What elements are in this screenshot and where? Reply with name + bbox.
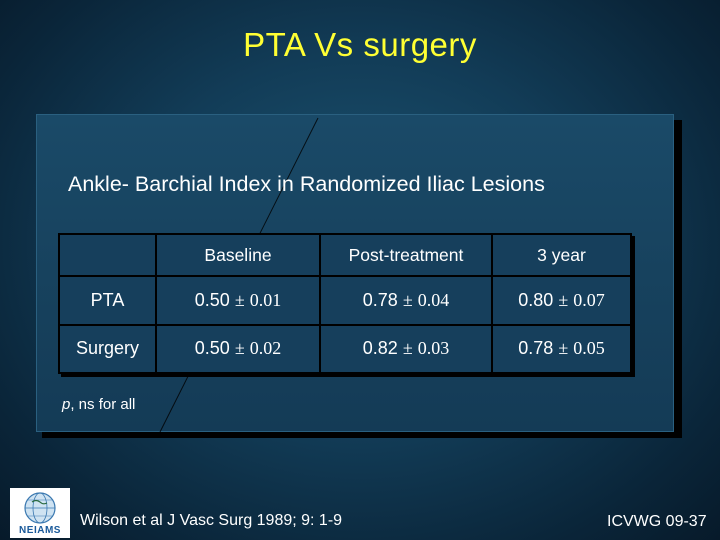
globe-icon	[24, 492, 56, 524]
abi-table: Baseline Post-treatment 3 year PTA 0.50 …	[58, 233, 632, 374]
table-cell: 0.50 ± 0.01	[155, 275, 321, 326]
table-cell: 0.78 ± 0.04	[319, 275, 493, 326]
neiams-logo: NEIAMS	[10, 488, 70, 538]
table-cell: 0.50 ± 0.02	[155, 323, 321, 374]
row-label-pta: PTA	[58, 275, 157, 326]
table-header-row: Baseline Post-treatment 3 year	[58, 233, 632, 277]
significance-note: p, ns for all	[62, 396, 136, 413]
table-cell: 0.78 ± 0.05	[491, 323, 632, 374]
row-label-surgery: Surgery	[58, 323, 157, 374]
table-subtitle: Ankle- Barchial Index in Randomized Ilia…	[68, 172, 545, 196]
citation: Wilson et al J Vasc Surg 1989; 9: 1-9	[80, 512, 343, 529]
table-cell: 0.80 ± 0.07	[491, 275, 632, 326]
table-cell: 0.82 ± 0.03	[319, 323, 493, 374]
table-row: Surgery 0.50 ± 0.02 0.82 ± 0.03 0.78 ± 0…	[58, 323, 632, 374]
header-cell-post-treatment: Post-treatment	[319, 233, 493, 277]
slide-title: PTA Vs surgery	[243, 26, 477, 63]
header-cell-empty	[58, 233, 157, 277]
slide-id: ICVWG 09-37	[607, 513, 707, 530]
header-cell-baseline: Baseline	[155, 233, 321, 277]
table-row: PTA 0.50 ± 0.01 0.78 ± 0.04 0.80 ± 0.07	[58, 275, 632, 326]
logo-text: NEIAMS	[19, 525, 61, 536]
header-cell-3-year: 3 year	[491, 233, 632, 277]
